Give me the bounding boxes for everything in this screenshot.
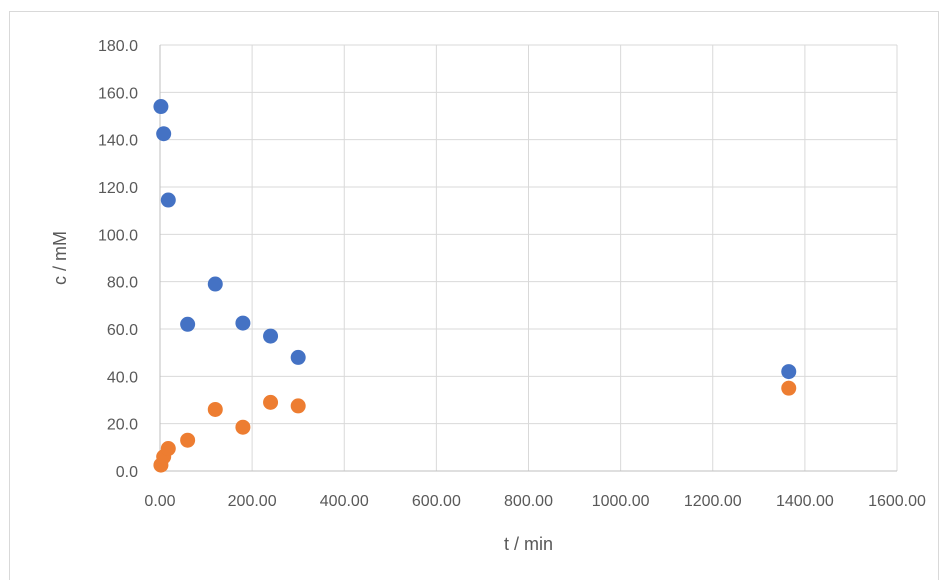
data-point — [263, 328, 279, 344]
data-point — [160, 441, 176, 457]
data-point — [156, 126, 172, 142]
y-tick-label: 40.0 — [107, 369, 138, 386]
y-tick-label: 100.0 — [98, 227, 138, 244]
data-point — [290, 349, 306, 365]
x-tick-label: 1600.00 — [868, 493, 926, 510]
x-tick-label: 1000.00 — [592, 493, 650, 510]
x-tick-label: 400.00 — [320, 493, 369, 510]
data-point — [207, 276, 223, 292]
x-tick-labels: 0.00 200.00 400.00 600.00 800.00 1000.00 1200.… — [144, 493, 926, 510]
x-tick-label: 800.00 — [504, 493, 553, 510]
data-point — [781, 380, 797, 396]
data-point — [153, 99, 169, 115]
gridlines — [160, 44, 898, 471]
x-axis-title: t / min — [504, 534, 553, 554]
y-tick-label: 120.0 — [98, 180, 138, 197]
data-points — [153, 99, 797, 473]
y-tick-labels: 0.0 20.0 40.0 60.0 80.0 100.0 120.0 140.0 160.0 1… — [98, 38, 138, 481]
data-point — [290, 398, 306, 414]
data-point — [263, 394, 279, 410]
axes — [159, 45, 897, 472]
data-point — [781, 364, 797, 380]
data-point — [180, 432, 196, 448]
x-tick-label: 0.00 — [144, 493, 175, 510]
data-point — [207, 401, 223, 417]
y-tick-label: 80.0 — [107, 275, 138, 292]
data-point — [235, 419, 251, 435]
x-tick-label: 1400.00 — [776, 493, 834, 510]
x-tick-label: 600.00 — [412, 493, 461, 510]
data-point — [160, 192, 176, 208]
data-point — [180, 316, 196, 332]
y-tick-label: 0.0 — [116, 464, 138, 481]
data-point — [235, 315, 251, 331]
y-tick-label: 140.0 — [98, 133, 138, 150]
y-axis-title: c / mM — [50, 231, 70, 285]
y-tick-label: 160.0 — [98, 85, 138, 102]
x-tick-label: 1200.00 — [684, 493, 742, 510]
y-tick-label: 180.0 — [98, 38, 138, 55]
y-tick-label: 60.0 — [107, 322, 138, 339]
y-tick-label: 20.0 — [107, 417, 138, 434]
x-tick-label: 200.00 — [228, 493, 277, 510]
